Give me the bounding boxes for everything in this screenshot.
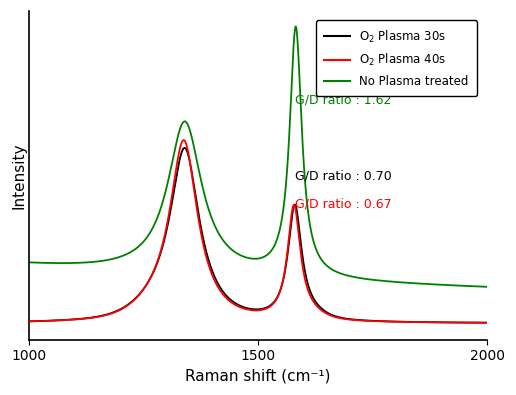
Text: G/D ratio : 0.67: G/D ratio : 0.67	[295, 198, 392, 211]
Legend: O$_2$ Plasma 30s, O$_2$ Plasma 40s, No Plasma treated: O$_2$ Plasma 30s, O$_2$ Plasma 40s, No P…	[316, 20, 477, 96]
Text: G/D ratio : 0.70: G/D ratio : 0.70	[295, 170, 392, 183]
X-axis label: Raman shift (cm⁻¹): Raman shift (cm⁻¹)	[185, 369, 331, 384]
Text: G/D ratio : 1.62: G/D ratio : 1.62	[295, 93, 391, 106]
Y-axis label: Intensity: Intensity	[11, 142, 26, 209]
